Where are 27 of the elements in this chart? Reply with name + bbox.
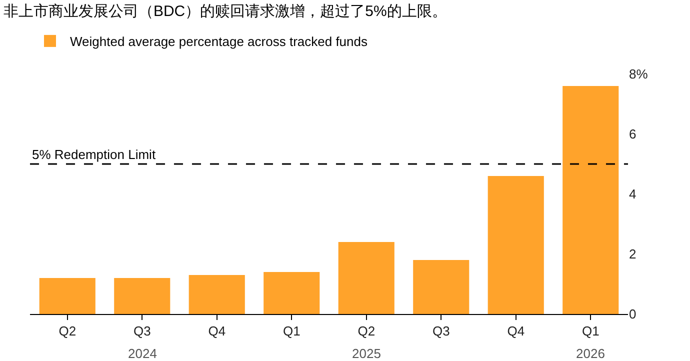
text: 2025 — [352, 346, 381, 361]
x-tick-label: Q1 — [582, 324, 600, 339]
bar — [488, 176, 544, 314]
y-tick-label: 6 — [629, 126, 636, 142]
bar — [413, 260, 470, 314]
x-tick-label: Q1 — [282, 324, 300, 339]
ref-line-label: 5% Redemption Limit — [32, 147, 156, 162]
bar — [562, 86, 619, 314]
legend-label: Weighted average percentage across tracked funds — [70, 34, 368, 50]
bar — [114, 278, 170, 314]
x-tick-label: Q4 — [208, 324, 226, 339]
bar — [39, 278, 96, 314]
x-tick-label: Q4 — [507, 324, 525, 339]
x-tick-label: Q2 — [358, 324, 376, 339]
bar — [264, 272, 320, 314]
chart-title: 非上市商业发展公司（BDC）的赎回请求激增，超过了5%的上限。 — [3, 2, 447, 20]
bar — [188, 275, 245, 314]
text: 2024 — [128, 346, 157, 361]
x-tick-label: Q3 — [133, 324, 151, 339]
bar — [338, 242, 394, 314]
y-tick-label: 4 — [629, 186, 636, 202]
x-tick-label: Q3 — [432, 324, 450, 339]
text: 2026 — [576, 346, 605, 361]
x-tick-label: Q2 — [58, 324, 76, 339]
y-tick-label: 8% — [629, 66, 648, 82]
y-tick-label: 0 — [629, 306, 636, 322]
y-tick-label: 2 — [629, 246, 636, 262]
